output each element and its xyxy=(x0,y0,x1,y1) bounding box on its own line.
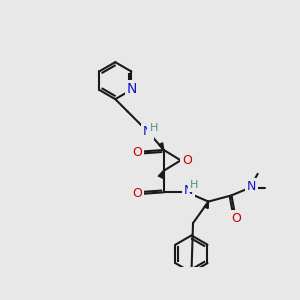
Text: N: N xyxy=(184,184,193,196)
Text: H: H xyxy=(190,180,199,190)
Text: O: O xyxy=(182,154,192,167)
Polygon shape xyxy=(159,143,164,150)
Text: N: N xyxy=(143,125,152,138)
Text: N: N xyxy=(127,82,137,96)
Text: O: O xyxy=(132,187,142,200)
Polygon shape xyxy=(204,202,208,208)
Text: O: O xyxy=(231,212,241,225)
Text: N: N xyxy=(247,180,256,193)
Text: O: O xyxy=(132,146,142,159)
Text: H: H xyxy=(150,123,158,133)
